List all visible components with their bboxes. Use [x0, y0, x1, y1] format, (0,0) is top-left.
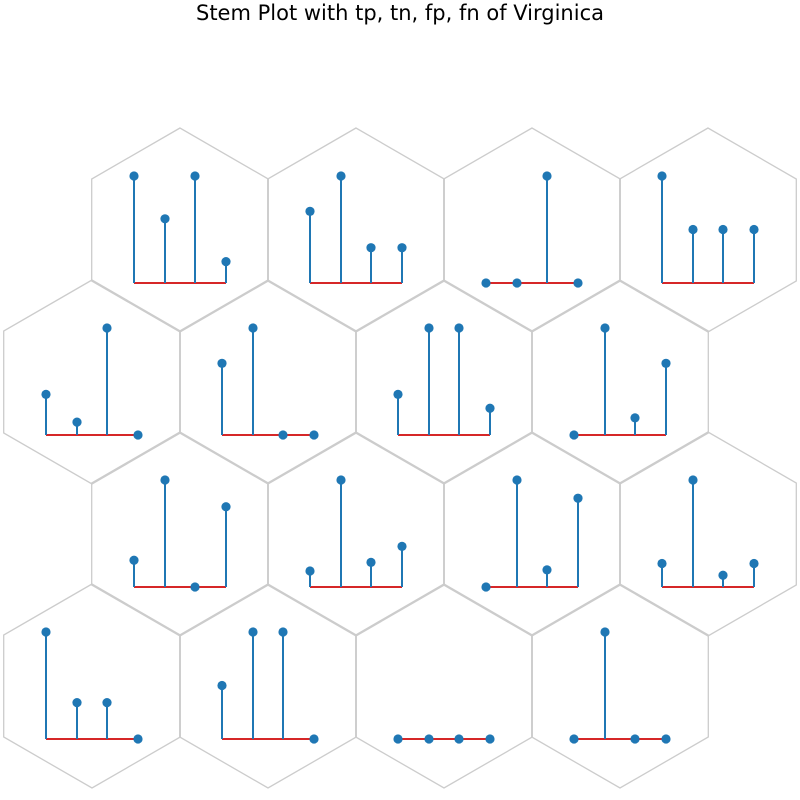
stem-marker	[688, 475, 698, 485]
stem-marker	[657, 171, 667, 181]
hex-cell	[267, 127, 445, 333]
hex-cell	[3, 279, 181, 485]
stem-marker	[305, 206, 315, 216]
hex-cell	[531, 279, 709, 485]
stem-marker	[688, 224, 698, 235]
stem-marker	[485, 734, 495, 744]
stem-marker	[573, 493, 583, 503]
stem-marker	[102, 698, 112, 708]
hex-outline	[355, 279, 533, 485]
hex-outline	[267, 431, 445, 637]
stem-marker	[661, 734, 671, 744]
hex-outline	[3, 279, 181, 485]
stem-marker	[217, 358, 227, 368]
stem-marker	[221, 257, 231, 267]
stem-marker	[542, 565, 552, 575]
hex-cell	[619, 431, 797, 637]
hex-cell	[355, 583, 533, 789]
hex-outline	[179, 279, 357, 485]
stem-marker	[133, 430, 143, 440]
stem-marker	[569, 430, 579, 440]
stem-marker	[512, 475, 522, 485]
stem-marker	[160, 214, 170, 224]
stem-marker	[393, 389, 403, 399]
stem-marker	[366, 557, 376, 567]
stem-marker	[397, 243, 407, 253]
stem-marker	[749, 224, 759, 235]
stem-marker	[278, 627, 288, 637]
chart-title: Stem Plot with tp, tn, fp, fn of Virgini…	[195, 1, 604, 25]
stem-marker	[485, 403, 495, 413]
stem-marker	[630, 734, 640, 744]
hex-outline	[355, 583, 533, 789]
stem-marker	[454, 323, 464, 333]
hex-cell	[3, 583, 181, 789]
hex-outline	[267, 127, 445, 333]
stem-marker	[600, 323, 610, 333]
hex-cell	[179, 279, 357, 485]
stem-marker	[481, 278, 491, 288]
stem-marker	[424, 734, 434, 744]
hex-outline	[443, 431, 621, 637]
stem-marker	[397, 541, 407, 551]
stem-marker	[718, 570, 728, 580]
stem-marker	[41, 627, 51, 637]
stem-marker	[129, 171, 139, 181]
stem-marker	[512, 278, 522, 288]
stem-marker	[41, 389, 51, 399]
stem-marker	[102, 323, 112, 333]
stem-marker	[190, 582, 200, 592]
stem-marker	[305, 566, 315, 576]
stem-marker	[72, 698, 82, 708]
stem-marker	[190, 171, 200, 181]
stem-marker	[749, 558, 759, 569]
stem-marker	[309, 734, 319, 744]
hex-cell	[267, 431, 445, 637]
stem-marker	[309, 430, 319, 440]
stem-marker	[248, 323, 258, 333]
stem-marker	[630, 413, 640, 423]
hex-cell	[443, 127, 621, 333]
hex-outline	[531, 583, 709, 789]
stem-marker	[133, 734, 143, 744]
stem-marker	[542, 171, 552, 181]
stem-marker	[600, 627, 610, 637]
stem-marker	[336, 475, 346, 485]
hex-outline	[443, 127, 621, 333]
hex-outline	[91, 127, 269, 333]
stem-marker	[278, 430, 288, 440]
stem-marker	[661, 358, 671, 368]
stem-marker	[221, 502, 231, 512]
stem-marker	[217, 680, 227, 691]
hex-outline	[179, 583, 357, 789]
stem-marker	[160, 475, 170, 485]
hex-cell	[91, 127, 269, 333]
hex-outline	[619, 431, 797, 637]
hex-cell	[531, 583, 709, 789]
stem-marker	[393, 734, 403, 744]
stem-marker	[129, 555, 139, 565]
stem-marker	[481, 582, 491, 592]
stem-marker	[248, 627, 258, 637]
hex-outline	[531, 279, 709, 485]
stem-marker	[336, 171, 346, 181]
hex-outline	[3, 583, 181, 789]
stem-marker	[424, 323, 434, 333]
hex-cell	[179, 583, 357, 789]
hex-cell	[443, 431, 621, 637]
hex-outline	[91, 431, 269, 637]
stem-marker	[718, 224, 728, 235]
stem-marker	[657, 558, 667, 569]
stem-marker	[573, 278, 583, 288]
stem-marker	[569, 734, 579, 744]
stem-marker	[72, 417, 82, 427]
hex-cell	[91, 431, 269, 637]
hex-outline	[619, 127, 797, 333]
stem-marker	[366, 243, 376, 253]
hex-cell	[355, 279, 533, 485]
stem-marker	[454, 734, 464, 744]
hex-cell	[619, 127, 797, 333]
